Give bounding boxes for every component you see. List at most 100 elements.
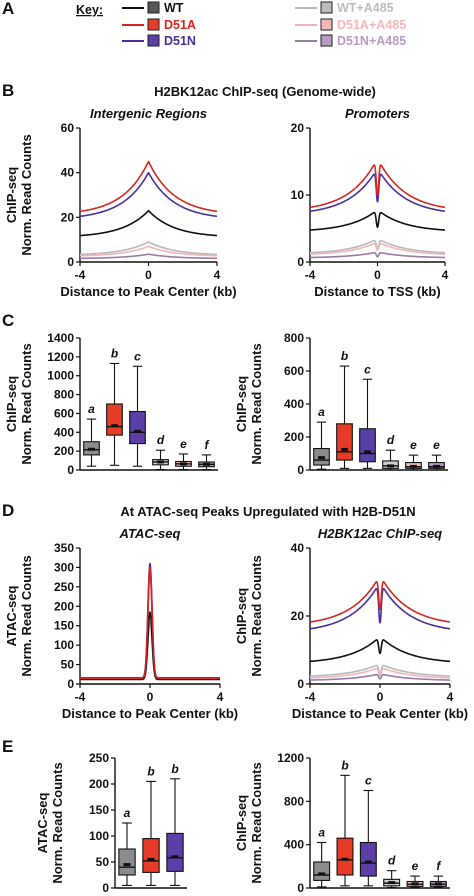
y-tick-label: 40 bbox=[61, 166, 75, 180]
series-line-wt bbox=[309, 211, 446, 231]
series-line-d51a-a485 bbox=[79, 245, 218, 257]
legend-label-5: D51N+A485 bbox=[337, 34, 406, 48]
box-5: f bbox=[198, 438, 215, 471]
box-4: e bbox=[405, 438, 422, 471]
legend-label-4: D51A+A485 bbox=[337, 18, 406, 32]
y-tick-label: 0 bbox=[67, 463, 74, 477]
x-tick-label: 0 bbox=[377, 690, 384, 704]
y-axis-label: Norm. Read Counts bbox=[249, 343, 264, 464]
series-line-d51a bbox=[309, 164, 446, 209]
box-2: c bbox=[359, 362, 376, 469]
chart-subtitle: H2BK12ac ChIP-seq bbox=[318, 526, 442, 541]
series-line-d51n-a485 bbox=[79, 253, 218, 260]
legend-label-3: WT+A485 bbox=[337, 1, 394, 15]
panel-label-d: D bbox=[2, 501, 14, 520]
x-tick-label: 0 bbox=[147, 690, 154, 704]
box-1: b bbox=[336, 349, 353, 469]
series-line-d51n bbox=[309, 173, 446, 213]
box-2: c bbox=[129, 349, 146, 467]
significance-letter: c bbox=[365, 774, 372, 788]
panel-label-b: B bbox=[2, 81, 14, 100]
series-line-d51n bbox=[79, 171, 218, 218]
x-axis-label: Distance to Peak Center (kb) bbox=[62, 706, 238, 721]
y-tick-label: 600 bbox=[54, 406, 74, 420]
significance-letter: a bbox=[88, 402, 95, 416]
y-tick-label: 0 bbox=[297, 881, 304, 895]
panel-label-c: C bbox=[2, 311, 14, 330]
legend-label-1: D51A bbox=[164, 18, 196, 32]
legend-swatch-0 bbox=[147, 1, 160, 14]
y-axis-label: ATAC-seq bbox=[4, 585, 19, 646]
significance-letter: c bbox=[134, 349, 141, 363]
y-axis-label: Norm. Read Counts bbox=[249, 555, 264, 676]
section-title-d: At ATAC-seq Peaks Upregulated with H2B-D… bbox=[120, 504, 415, 519]
y-tick-label: 0 bbox=[67, 677, 74, 691]
x-tick-label: -4 bbox=[75, 268, 86, 282]
box-3: d bbox=[152, 433, 169, 471]
box-iqr bbox=[359, 841, 377, 877]
significance-letter: c bbox=[364, 362, 371, 376]
y-tick-label: 200 bbox=[54, 444, 74, 458]
box-iqr bbox=[118, 848, 136, 876]
significance-letter: f bbox=[436, 859, 441, 873]
chart-e-right: 0 400 800 1200 ChIP-seq Norm. Read Counts a b c d… bbox=[234, 751, 450, 895]
box-1: b bbox=[142, 764, 160, 886]
y-tick-label: 0 bbox=[102, 881, 109, 895]
y-tick-label: 1200 bbox=[277, 751, 304, 765]
significance-letter: b bbox=[341, 349, 348, 363]
box-iqr bbox=[166, 832, 184, 872]
y-axis-label: ChIP-seq bbox=[4, 167, 19, 223]
significance-letter: d bbox=[157, 433, 165, 447]
x-axis-label: Distance to TSS (kb) bbox=[314, 284, 440, 299]
chart-subtitle: Intergenic Regions bbox=[90, 106, 207, 121]
significance-letter: b bbox=[147, 764, 154, 778]
x-tick-label: 0 bbox=[374, 268, 381, 282]
significance-letter: a bbox=[318, 405, 325, 419]
series-line-d51a bbox=[79, 160, 218, 213]
y-tick-label: 1200 bbox=[47, 350, 74, 364]
series-line-d51a-a485 bbox=[309, 667, 451, 679]
y-tick-label: 400 bbox=[54, 425, 74, 439]
box-0: a bbox=[313, 826, 331, 888]
significance-letter: d bbox=[388, 854, 396, 868]
y-tick-label: 60 bbox=[61, 121, 75, 135]
section-title-b: H2BK12ac ChIP-seq (Genome-wide) bbox=[154, 84, 376, 99]
box-2: c bbox=[359, 774, 377, 887]
y-axis-label: ATAC-seq bbox=[35, 792, 50, 853]
series-line-wt-a485 bbox=[79, 621, 221, 681]
x-tick-label: 4 bbox=[214, 268, 221, 282]
legend-key: Key: WT D51A D51N WT+A485 D51A+A485 D51N+A485 bbox=[76, 1, 406, 48]
y-tick-label: 0 bbox=[297, 463, 304, 477]
legend-title: Key: bbox=[76, 3, 103, 17]
significance-letter: e bbox=[180, 437, 187, 451]
y-axis-label: Norm. Read Counts bbox=[19, 134, 34, 255]
y-tick-label: 0 bbox=[67, 255, 74, 269]
panel-label-e: E bbox=[2, 737, 13, 756]
y-axis-label: ChIP-seq bbox=[234, 588, 249, 644]
series-line-wt bbox=[309, 639, 451, 663]
box-3: d bbox=[383, 854, 401, 889]
y-tick-label: 400 bbox=[284, 397, 304, 411]
y-tick-label: 200 bbox=[54, 599, 74, 613]
x-tick-label: -4 bbox=[305, 690, 316, 704]
box-3: d bbox=[382, 433, 399, 471]
y-axis-label: Norm. Read Counts bbox=[50, 762, 65, 883]
y-tick-label: 800 bbox=[284, 794, 304, 808]
series-line-d51a bbox=[309, 580, 451, 623]
panel-label-a: A bbox=[2, 0, 14, 18]
series-line-d51n-a485 bbox=[309, 673, 451, 681]
y-axis-label: Norm. Read Counts bbox=[249, 762, 264, 883]
significance-letter: e bbox=[412, 859, 419, 873]
chart-c-right: 0 200 400 600 800 ChIP-seq Norm. Read Counts a b… bbox=[234, 331, 448, 477]
significance-letter: b bbox=[341, 758, 348, 772]
y-axis-label: Norm. Read Counts bbox=[19, 555, 34, 676]
significance-letter: e bbox=[410, 438, 417, 452]
y-tick-label: 0 bbox=[297, 677, 304, 691]
box-4: e bbox=[175, 437, 192, 471]
y-tick-label: 400 bbox=[284, 838, 304, 852]
box-1: b bbox=[336, 758, 354, 887]
series-line-wt-a485 bbox=[79, 241, 218, 256]
y-tick-label: 300 bbox=[54, 560, 74, 574]
y-tick-label: 10 bbox=[291, 188, 305, 202]
y-tick-label: 150 bbox=[54, 619, 74, 633]
